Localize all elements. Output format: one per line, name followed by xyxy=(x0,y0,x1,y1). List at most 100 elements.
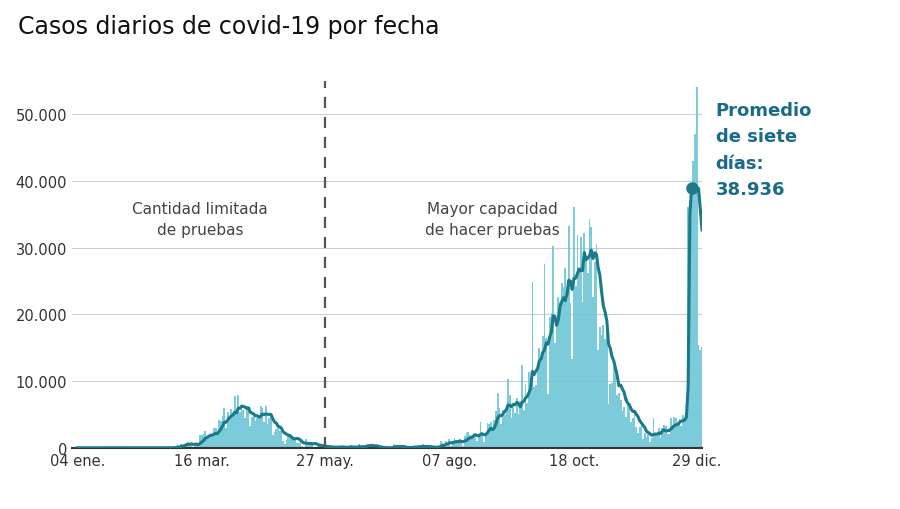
Bar xyxy=(274,432,275,448)
Bar xyxy=(320,444,322,448)
Bar xyxy=(461,443,463,448)
Bar xyxy=(221,416,223,448)
Bar xyxy=(225,428,227,448)
Bar xyxy=(251,417,253,448)
Bar xyxy=(268,418,270,448)
Bar xyxy=(281,428,283,448)
Bar xyxy=(598,351,599,448)
Bar xyxy=(246,406,248,448)
Bar xyxy=(495,412,497,448)
Bar xyxy=(538,348,540,448)
Bar xyxy=(204,432,206,448)
Bar xyxy=(180,444,182,448)
Bar xyxy=(220,421,221,448)
Bar xyxy=(566,300,568,448)
Bar xyxy=(684,421,686,448)
Bar xyxy=(556,326,557,448)
Bar xyxy=(480,422,482,448)
Bar xyxy=(630,422,632,448)
Bar xyxy=(688,208,689,448)
Bar xyxy=(478,437,480,448)
Bar xyxy=(533,388,535,448)
Bar xyxy=(547,394,549,448)
Bar xyxy=(371,443,373,448)
Bar xyxy=(682,415,684,448)
Bar xyxy=(580,238,581,448)
Bar xyxy=(521,365,523,448)
Bar xyxy=(196,445,197,448)
Bar xyxy=(469,436,471,448)
Bar xyxy=(701,348,703,448)
Bar xyxy=(202,434,204,448)
Bar xyxy=(626,399,628,448)
Bar xyxy=(272,435,274,448)
Bar xyxy=(599,328,601,448)
Bar xyxy=(419,445,420,448)
Bar xyxy=(488,424,490,448)
Bar xyxy=(199,435,201,448)
Bar xyxy=(647,435,649,448)
Bar xyxy=(568,227,570,448)
Bar xyxy=(455,442,457,448)
Bar xyxy=(369,446,371,448)
Bar xyxy=(308,444,310,448)
Bar xyxy=(508,380,509,448)
Bar xyxy=(637,434,639,448)
Bar xyxy=(573,207,575,448)
Bar xyxy=(643,439,644,448)
Bar xyxy=(694,135,696,448)
Bar xyxy=(581,303,583,448)
Bar xyxy=(506,406,508,448)
Bar xyxy=(594,263,596,448)
Bar xyxy=(265,407,266,448)
Bar xyxy=(463,446,464,448)
Bar xyxy=(660,438,661,448)
Bar xyxy=(184,445,185,448)
Bar xyxy=(300,442,302,448)
Bar xyxy=(296,443,298,448)
Bar xyxy=(182,445,184,448)
Bar xyxy=(639,428,641,448)
Bar xyxy=(232,414,234,448)
Bar xyxy=(410,447,412,448)
Bar xyxy=(215,428,217,448)
Bar xyxy=(530,383,532,448)
Bar xyxy=(305,440,307,448)
Bar xyxy=(516,398,517,448)
Bar xyxy=(485,433,487,448)
Bar xyxy=(189,446,191,448)
Bar xyxy=(472,433,474,448)
Bar xyxy=(262,409,263,448)
Bar xyxy=(302,446,303,448)
Bar xyxy=(210,437,212,448)
Bar xyxy=(692,161,694,448)
Bar xyxy=(464,436,466,448)
Bar xyxy=(500,425,502,448)
Bar xyxy=(277,427,279,448)
Text: Promedio
de siete
días:
38.936: Promedio de siete días: 38.936 xyxy=(716,102,812,199)
Bar xyxy=(628,408,630,448)
Bar xyxy=(244,418,246,448)
Bar xyxy=(298,443,300,448)
Bar xyxy=(587,274,589,448)
Bar xyxy=(483,442,485,448)
Bar xyxy=(253,413,255,448)
Bar xyxy=(652,418,654,448)
Bar xyxy=(263,422,265,448)
Bar xyxy=(578,268,580,448)
Bar xyxy=(572,359,573,448)
Bar xyxy=(332,446,334,448)
Bar xyxy=(230,409,232,448)
Bar xyxy=(206,437,208,448)
Bar xyxy=(553,246,554,448)
Bar xyxy=(525,385,526,448)
Bar xyxy=(510,418,512,448)
Bar xyxy=(227,412,229,448)
Bar xyxy=(590,228,592,448)
Bar xyxy=(656,436,658,448)
Bar xyxy=(523,410,525,448)
Bar xyxy=(229,419,230,448)
Bar xyxy=(275,430,277,448)
Bar xyxy=(490,422,491,448)
Bar xyxy=(583,234,585,448)
